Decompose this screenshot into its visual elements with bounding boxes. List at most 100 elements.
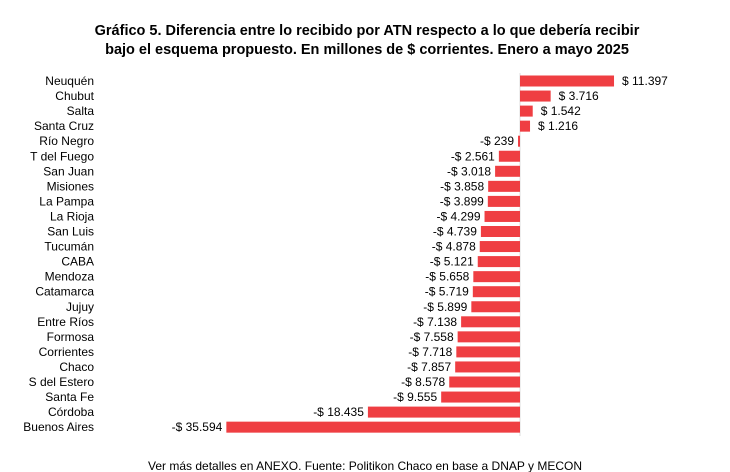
bar <box>498 150 520 162</box>
bar-row: Misiones -$ 3.858 <box>47 179 520 193</box>
category-label: Salta <box>67 104 95 118</box>
category-label: Santa Fe <box>45 390 94 404</box>
bar-row: Formosa -$ 7.558 <box>47 330 520 344</box>
data-label: -$ 5.121 <box>430 255 474 269</box>
bar <box>488 180 520 192</box>
data-label: -$ 3.899 <box>440 194 484 208</box>
bar-row: Neuquén $ 11.397 <box>45 74 668 88</box>
bar <box>441 391 520 403</box>
data-label: $ 3.716 <box>559 89 599 103</box>
category-label: Formosa <box>47 330 95 344</box>
bar-row: Buenos Aires -$ 35.594 <box>23 420 521 434</box>
bar-row: La Pampa -$ 3.899 <box>39 194 520 208</box>
data-label: -$ 239 <box>480 134 514 148</box>
category-label: S del Estero <box>29 375 95 389</box>
bar <box>472 286 520 298</box>
bar-row: Tucumán -$ 4.878 <box>44 240 520 254</box>
bar-row: S del Estero -$ 8.578 <box>29 375 520 389</box>
category-label: Entre Ríos <box>37 315 94 329</box>
category-label: San Luis <box>47 225 94 239</box>
data-label: -$ 7.558 <box>410 330 454 344</box>
category-label: Chubut <box>55 89 94 103</box>
bar-row: San Luis -$ 4.739 <box>47 225 520 239</box>
bar-row: San Juan -$ 3.018 <box>43 164 520 178</box>
data-label: $ 1.542 <box>541 104 581 118</box>
data-label: -$ 35.594 <box>172 420 223 434</box>
data-label: -$ 3.018 <box>447 164 491 178</box>
category-label: La Pampa <box>39 194 94 208</box>
data-label: -$ 9.555 <box>393 390 437 404</box>
bar <box>457 331 520 343</box>
data-label: $ 11.397 <box>622 74 668 88</box>
bar <box>520 90 551 102</box>
bar-row: La Rioja -$ 4.299 <box>50 209 520 223</box>
data-label: -$ 4.878 <box>432 240 476 254</box>
data-label: -$ 7.857 <box>407 360 451 374</box>
bar <box>479 241 520 253</box>
category-label: T del Fuego <box>30 149 94 163</box>
bar-row: Corrientes -$ 7.718 <box>39 345 520 359</box>
bar <box>484 210 520 222</box>
bar <box>449 376 520 388</box>
bar <box>471 301 520 313</box>
bar <box>518 135 520 147</box>
category-label: San Juan <box>43 164 94 178</box>
data-label: -$ 5.899 <box>423 300 467 314</box>
category-label: Mendoza <box>45 270 95 284</box>
bar-row: CABA -$ 5.121 <box>61 255 520 269</box>
bar-row: Córdoba -$ 18.435 <box>48 405 520 419</box>
data-label: -$ 4.739 <box>433 225 477 239</box>
data-label: -$ 5.719 <box>425 285 469 299</box>
category-label: Chaco <box>59 360 94 374</box>
bar-row: Mendoza -$ 5.658 <box>45 270 520 284</box>
bar <box>480 226 520 237</box>
bar-row: Salta $ 1.542 <box>67 104 581 118</box>
bar-row: Santa Fe -$ 9.555 <box>45 390 520 404</box>
bar <box>495 165 520 177</box>
data-label: -$ 4.299 <box>436 209 480 223</box>
category-label: Tucumán <box>44 240 94 254</box>
category-label: Corrientes <box>39 345 94 359</box>
footnote: Ver más detalles en ANEXO. Fuente: Polit… <box>148 459 582 472</box>
bar-row: Río Negro -$ 239 <box>39 134 520 148</box>
bar <box>520 105 533 117</box>
category-label: Río Negro <box>39 134 94 148</box>
data-label: -$ 18.435 <box>313 405 364 419</box>
bar <box>477 256 520 268</box>
category-label: CABA <box>61 255 94 269</box>
category-label: La Rioja <box>50 209 94 223</box>
chart-title-line-1: Gráfico 5. Diferencia entre lo recibido … <box>95 23 640 39</box>
category-label: Santa Cruz <box>34 119 94 133</box>
bar-row: T del Fuego -$ 2.561 <box>30 149 520 163</box>
bar-row: Entre Ríos -$ 7.138 <box>37 315 520 329</box>
chart-title-line-2: bajo el esquema propuesto. En millones d… <box>105 42 629 58</box>
data-label: -$ 8.578 <box>401 375 445 389</box>
bar <box>455 361 520 373</box>
bar <box>367 406 520 418</box>
category-label: Catamarca <box>35 285 94 299</box>
bar <box>461 316 520 328</box>
bar-row: Chaco -$ 7.857 <box>59 360 520 374</box>
category-label: Buenos Aires <box>23 420 94 434</box>
bar <box>226 421 521 433</box>
bar-row: Chubut $ 3.716 <box>55 89 599 103</box>
bar-row: Santa Cruz $ 1.216 <box>34 119 578 133</box>
bar <box>520 120 531 132</box>
data-label: -$ 3.858 <box>440 179 484 193</box>
bar <box>487 195 520 207</box>
bar <box>456 346 520 358</box>
bar <box>473 271 520 283</box>
data-label: $ 1.216 <box>538 119 578 133</box>
category-label: Misiones <box>47 179 94 193</box>
category-label: Neuquén <box>45 74 94 88</box>
bar-row: Catamarca -$ 5.719 <box>35 285 520 299</box>
data-label: -$ 7.138 <box>413 315 457 329</box>
category-label: Jujuy <box>66 300 94 314</box>
bar <box>520 75 615 87</box>
data-label: -$ 7.718 <box>408 345 452 359</box>
bar-row: Jujuy -$ 5.899 <box>66 300 520 314</box>
data-label: -$ 5.658 <box>425 270 469 284</box>
category-label: Córdoba <box>48 405 94 419</box>
data-label: -$ 2.561 <box>451 149 495 163</box>
